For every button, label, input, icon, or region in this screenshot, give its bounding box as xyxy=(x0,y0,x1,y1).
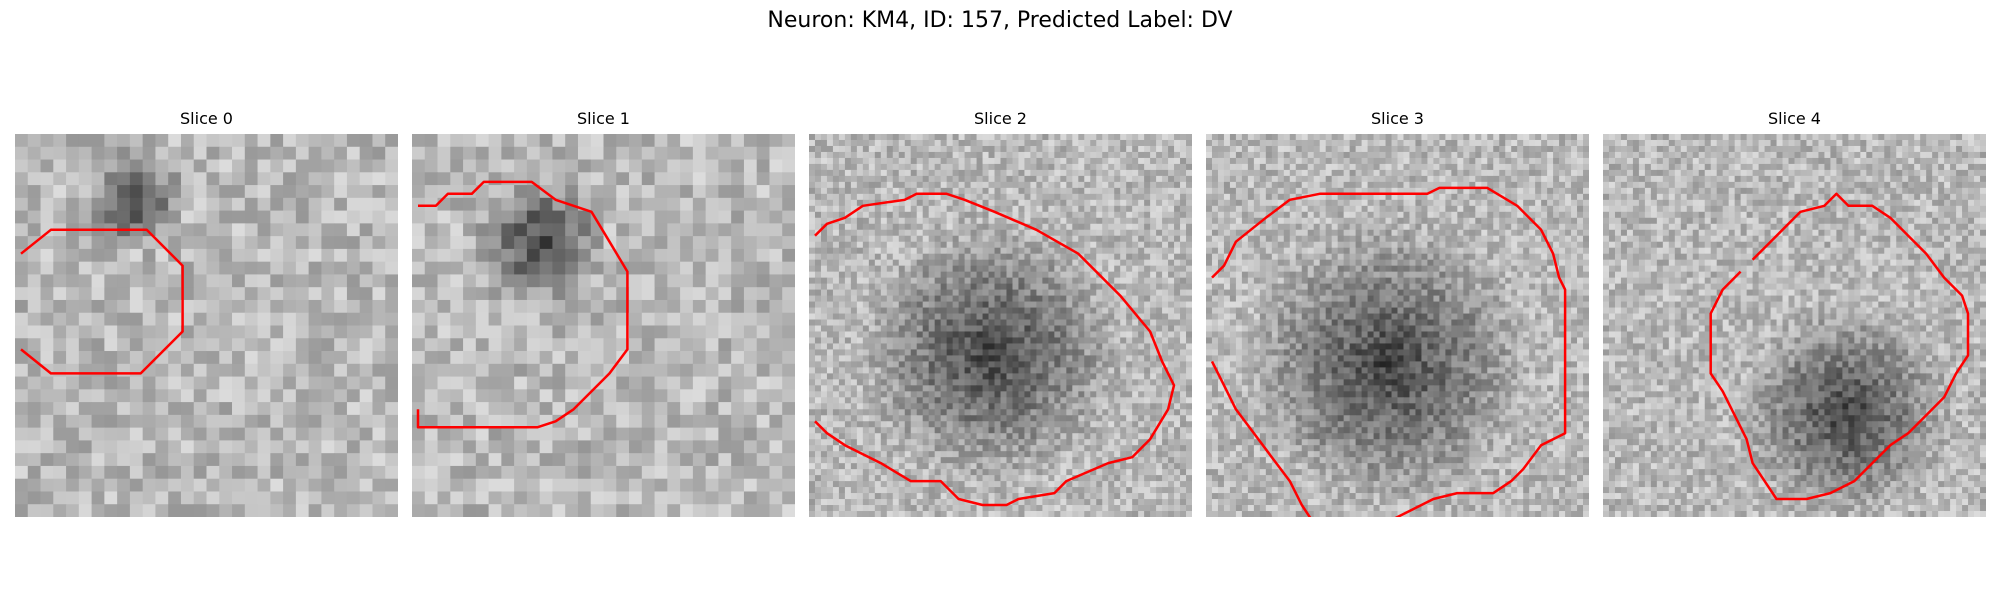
slice-panel: Slice 4 xyxy=(1603,108,1986,517)
slice-title: Slice 2 xyxy=(974,109,1027,128)
slice-title: Slice 3 xyxy=(1371,109,1424,128)
contour-line xyxy=(814,192,1176,507)
slice-panel: Slice 0 xyxy=(15,108,398,517)
figure-title: Neuron: KM4, ID: 157, Predicted Label: D… xyxy=(767,8,1233,33)
contour-line xyxy=(1210,186,1567,517)
slice-image xyxy=(1603,134,1986,517)
slice-title: Slice 1 xyxy=(577,109,630,128)
slice-panel: Slice 2 xyxy=(809,108,1192,517)
slice-image xyxy=(1206,134,1589,517)
slice-title: Slice 0 xyxy=(180,109,233,128)
slice-title: Slice 4 xyxy=(1768,109,1821,128)
pixel-grid xyxy=(412,134,795,517)
slice-image xyxy=(15,134,398,517)
slice-panel: Slice 3 xyxy=(1206,108,1589,517)
pixel-grid xyxy=(1603,134,1986,517)
contour-line xyxy=(1709,192,1970,501)
pixel-grid xyxy=(1206,134,1589,517)
pixel-grid xyxy=(809,134,1192,517)
contour-line xyxy=(20,228,184,375)
slice-panel: Slice 1 xyxy=(412,108,795,517)
contour-line xyxy=(416,180,629,429)
pixel-grid xyxy=(15,134,398,517)
slice-image xyxy=(809,134,1192,517)
slice-image xyxy=(412,134,795,517)
